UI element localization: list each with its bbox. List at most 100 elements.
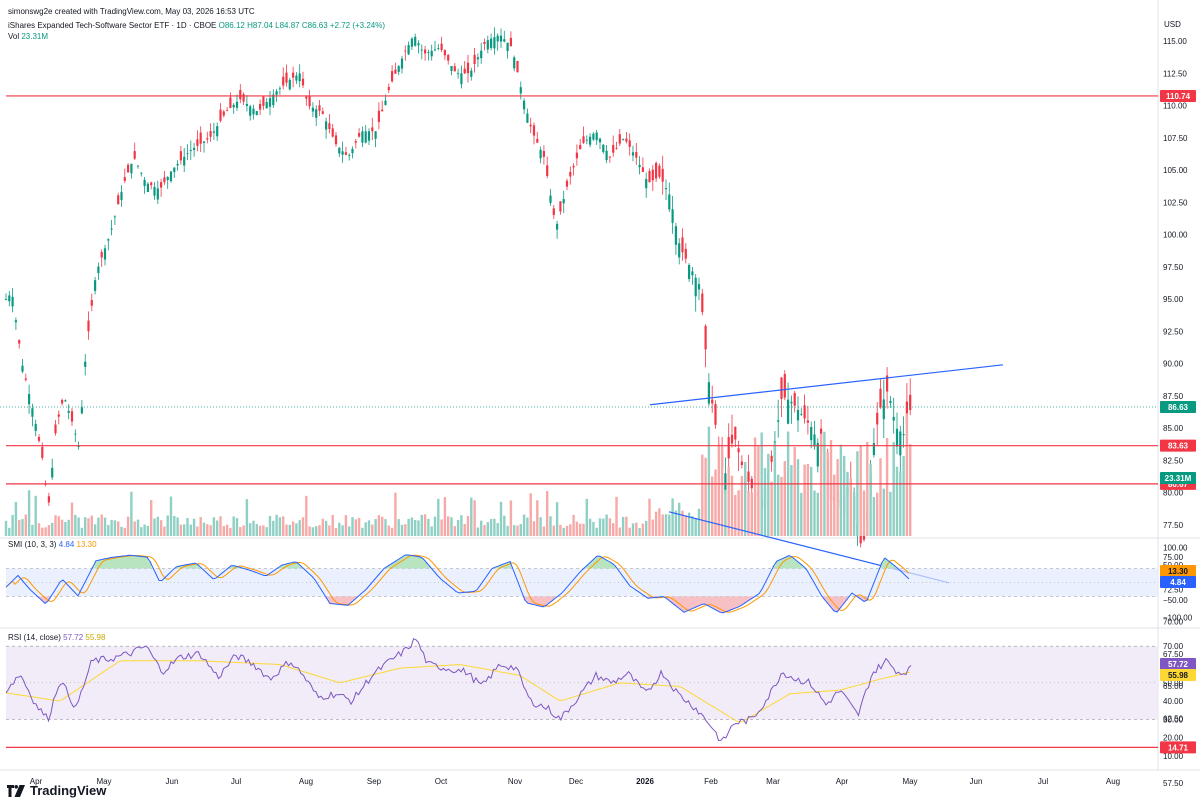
- candle-body: [163, 177, 166, 183]
- volume-bar: [767, 453, 770, 536]
- candle-body: [100, 252, 103, 258]
- candle-body: [229, 97, 232, 108]
- candle-body: [427, 52, 430, 53]
- volume-bar: [315, 526, 318, 536]
- volume-bar: [37, 523, 41, 536]
- price-tick-label: 92.50: [1163, 327, 1184, 336]
- volume-bar: [404, 524, 407, 536]
- volume-bar: [866, 441, 869, 536]
- volume-bar: [909, 444, 912, 536]
- candle-body: [506, 42, 509, 52]
- created-text: simonswg2e created with TradingView.com,…: [8, 7, 255, 16]
- volume-bar: [476, 527, 480, 536]
- volume-bar: [229, 527, 232, 536]
- smi-tick-label: −50.00: [1163, 596, 1188, 605]
- candle-body: [780, 377, 783, 399]
- candle-body: [305, 96, 308, 99]
- volume-bar: [123, 527, 126, 536]
- volume-bar: [852, 492, 856, 536]
- volume-bar: [93, 524, 97, 536]
- volume-bar: [321, 518, 324, 536]
- volume-bar: [212, 517, 216, 536]
- volume-bar: [486, 522, 489, 536]
- candle-body: [631, 152, 635, 156]
- volume-bar: [483, 525, 486, 536]
- volume-bar: [384, 519, 387, 536]
- candle-body: [605, 150, 608, 161]
- candle-body: [536, 138, 539, 143]
- ohlc-high: H87.04: [247, 21, 273, 30]
- time-tick-label: Feb: [704, 777, 718, 786]
- volume-bar: [14, 501, 18, 536]
- candle-body: [466, 62, 470, 74]
- volume-bar: [47, 525, 51, 536]
- price-tick-label: 102.50: [1163, 198, 1188, 207]
- volume-bar: [394, 492, 397, 536]
- candle-body: [354, 141, 357, 143]
- candle-body: [90, 300, 93, 306]
- volume-bar: [641, 523, 645, 536]
- candle-body: [503, 39, 506, 42]
- volume-bar: [136, 519, 140, 536]
- volume-last-label-bg: [1160, 472, 1196, 484]
- price-tick-label: 95.00: [1163, 295, 1184, 304]
- volume-bar: [826, 452, 829, 536]
- time-tick-label: Jun: [166, 777, 179, 786]
- candle-body: [57, 414, 60, 417]
- volume-bar: [440, 519, 443, 536]
- candle-body: [740, 461, 743, 466]
- volume-bar: [519, 524, 522, 536]
- candle-body: [711, 399, 714, 404]
- smi-signal-line: [5, 554, 910, 613]
- candle-body: [344, 152, 347, 155]
- volume-bar: [268, 516, 272, 536]
- candle-body: [463, 68, 466, 74]
- candle-body: [783, 374, 786, 398]
- level-label-110: 110.74: [1166, 92, 1191, 101]
- time-tick-label: Nov: [508, 777, 522, 786]
- candle-body: [235, 101, 239, 108]
- level-label-83: 83.63: [1168, 442, 1189, 451]
- volume-bar: [605, 514, 608, 536]
- volume-bar: [41, 527, 44, 536]
- candle-body: [301, 78, 305, 86]
- time-tick-label: Oct: [435, 777, 448, 786]
- candle-body: [519, 87, 522, 94]
- candle-body: [688, 265, 691, 279]
- currency-label: USD: [1164, 20, 1181, 29]
- volume-bar: [763, 468, 767, 536]
- candle-body: [641, 167, 644, 172]
- candle-body: [275, 91, 278, 95]
- tradingview-logo[interactable]: TradingView: [7, 783, 106, 798]
- candle-body: [895, 428, 899, 447]
- volume-bar: [460, 515, 463, 536]
- ohlc-close: C86.63: [301, 21, 328, 30]
- candle-body: [589, 136, 592, 145]
- candle-body: [526, 113, 529, 123]
- candle-body: [245, 103, 248, 106]
- created-by-line: simonswg2e created with TradingView.com,…: [8, 7, 255, 16]
- candle-body: [862, 532, 866, 540]
- candle-body: [777, 420, 780, 422]
- candle-body: [18, 340, 21, 344]
- volume-bar: [711, 476, 714, 536]
- volume-bar: [166, 515, 169, 536]
- candle-body: [358, 132, 361, 137]
- volume-bar: [8, 527, 11, 536]
- volume-bar: [783, 461, 786, 536]
- smi-value-label: 4.84: [1170, 578, 1186, 587]
- level-label-110-bg: [1160, 89, 1196, 102]
- smi-value: 4.84: [58, 540, 75, 549]
- volume-bar: [354, 519, 357, 536]
- volume-bar: [169, 496, 173, 536]
- volume-bar: [433, 516, 437, 536]
- candle-body: [186, 153, 189, 155]
- candle-body: [70, 411, 74, 422]
- candle-body: [292, 72, 295, 78]
- candle-body: [648, 171, 651, 183]
- time-tick-label: May: [96, 777, 111, 786]
- volume-bar: [156, 516, 159, 536]
- candle-body: [28, 394, 31, 405]
- volume-bar: [829, 440, 833, 536]
